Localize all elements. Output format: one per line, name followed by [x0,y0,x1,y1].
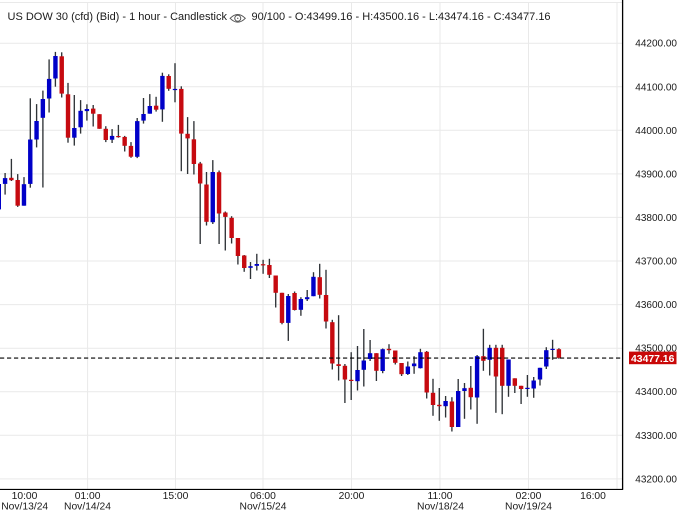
svg-text:43400.00: 43400.00 [635,387,677,398]
svg-text:43477.16: 43477.16 [631,354,675,365]
svg-text:43600.00: 43600.00 [635,300,677,311]
svg-text:20:00: 20:00 [339,491,365,502]
svg-text:US DOW 30 (cfd) (Bid) - 1 hour: US DOW 30 (cfd) (Bid) - 1 hour - Candles… [8,11,228,23]
svg-text:43200.00: 43200.00 [635,474,677,485]
svg-text:43500.00: 43500.00 [635,344,677,355]
svg-text:44000.00: 44000.00 [635,126,677,137]
svg-text:43900.00: 43900.00 [635,169,677,180]
svg-text:Nov/13/24: Nov/13/24 [1,501,48,512]
svg-text:43700.00: 43700.00 [635,257,677,268]
svg-text:02:00: 02:00 [516,491,542,502]
svg-text:Nov/14/24: Nov/14/24 [64,501,111,512]
svg-text:43300.00: 43300.00 [635,431,677,442]
svg-text:06:00: 06:00 [250,491,276,502]
svg-text:44200.00: 44200.00 [635,39,677,50]
svg-text:15:00: 15:00 [163,491,189,502]
svg-text:90/100 - O:43499.16 - H:43500.: 90/100 - O:43499.16 - H:43500.16 - L:434… [252,11,551,23]
svg-text:Nov/19/24: Nov/19/24 [505,501,552,512]
svg-text:01:00: 01:00 [75,491,101,502]
svg-text:11:00: 11:00 [427,491,452,502]
svg-text:43800.00: 43800.00 [635,213,677,224]
svg-text:Nov/18/24: Nov/18/24 [417,501,464,512]
svg-text:10:00: 10:00 [12,491,38,502]
svg-text:Nov/15/24: Nov/15/24 [240,501,287,512]
svg-text:44100.00: 44100.00 [635,82,677,93]
svg-text:16:00: 16:00 [580,491,606,502]
